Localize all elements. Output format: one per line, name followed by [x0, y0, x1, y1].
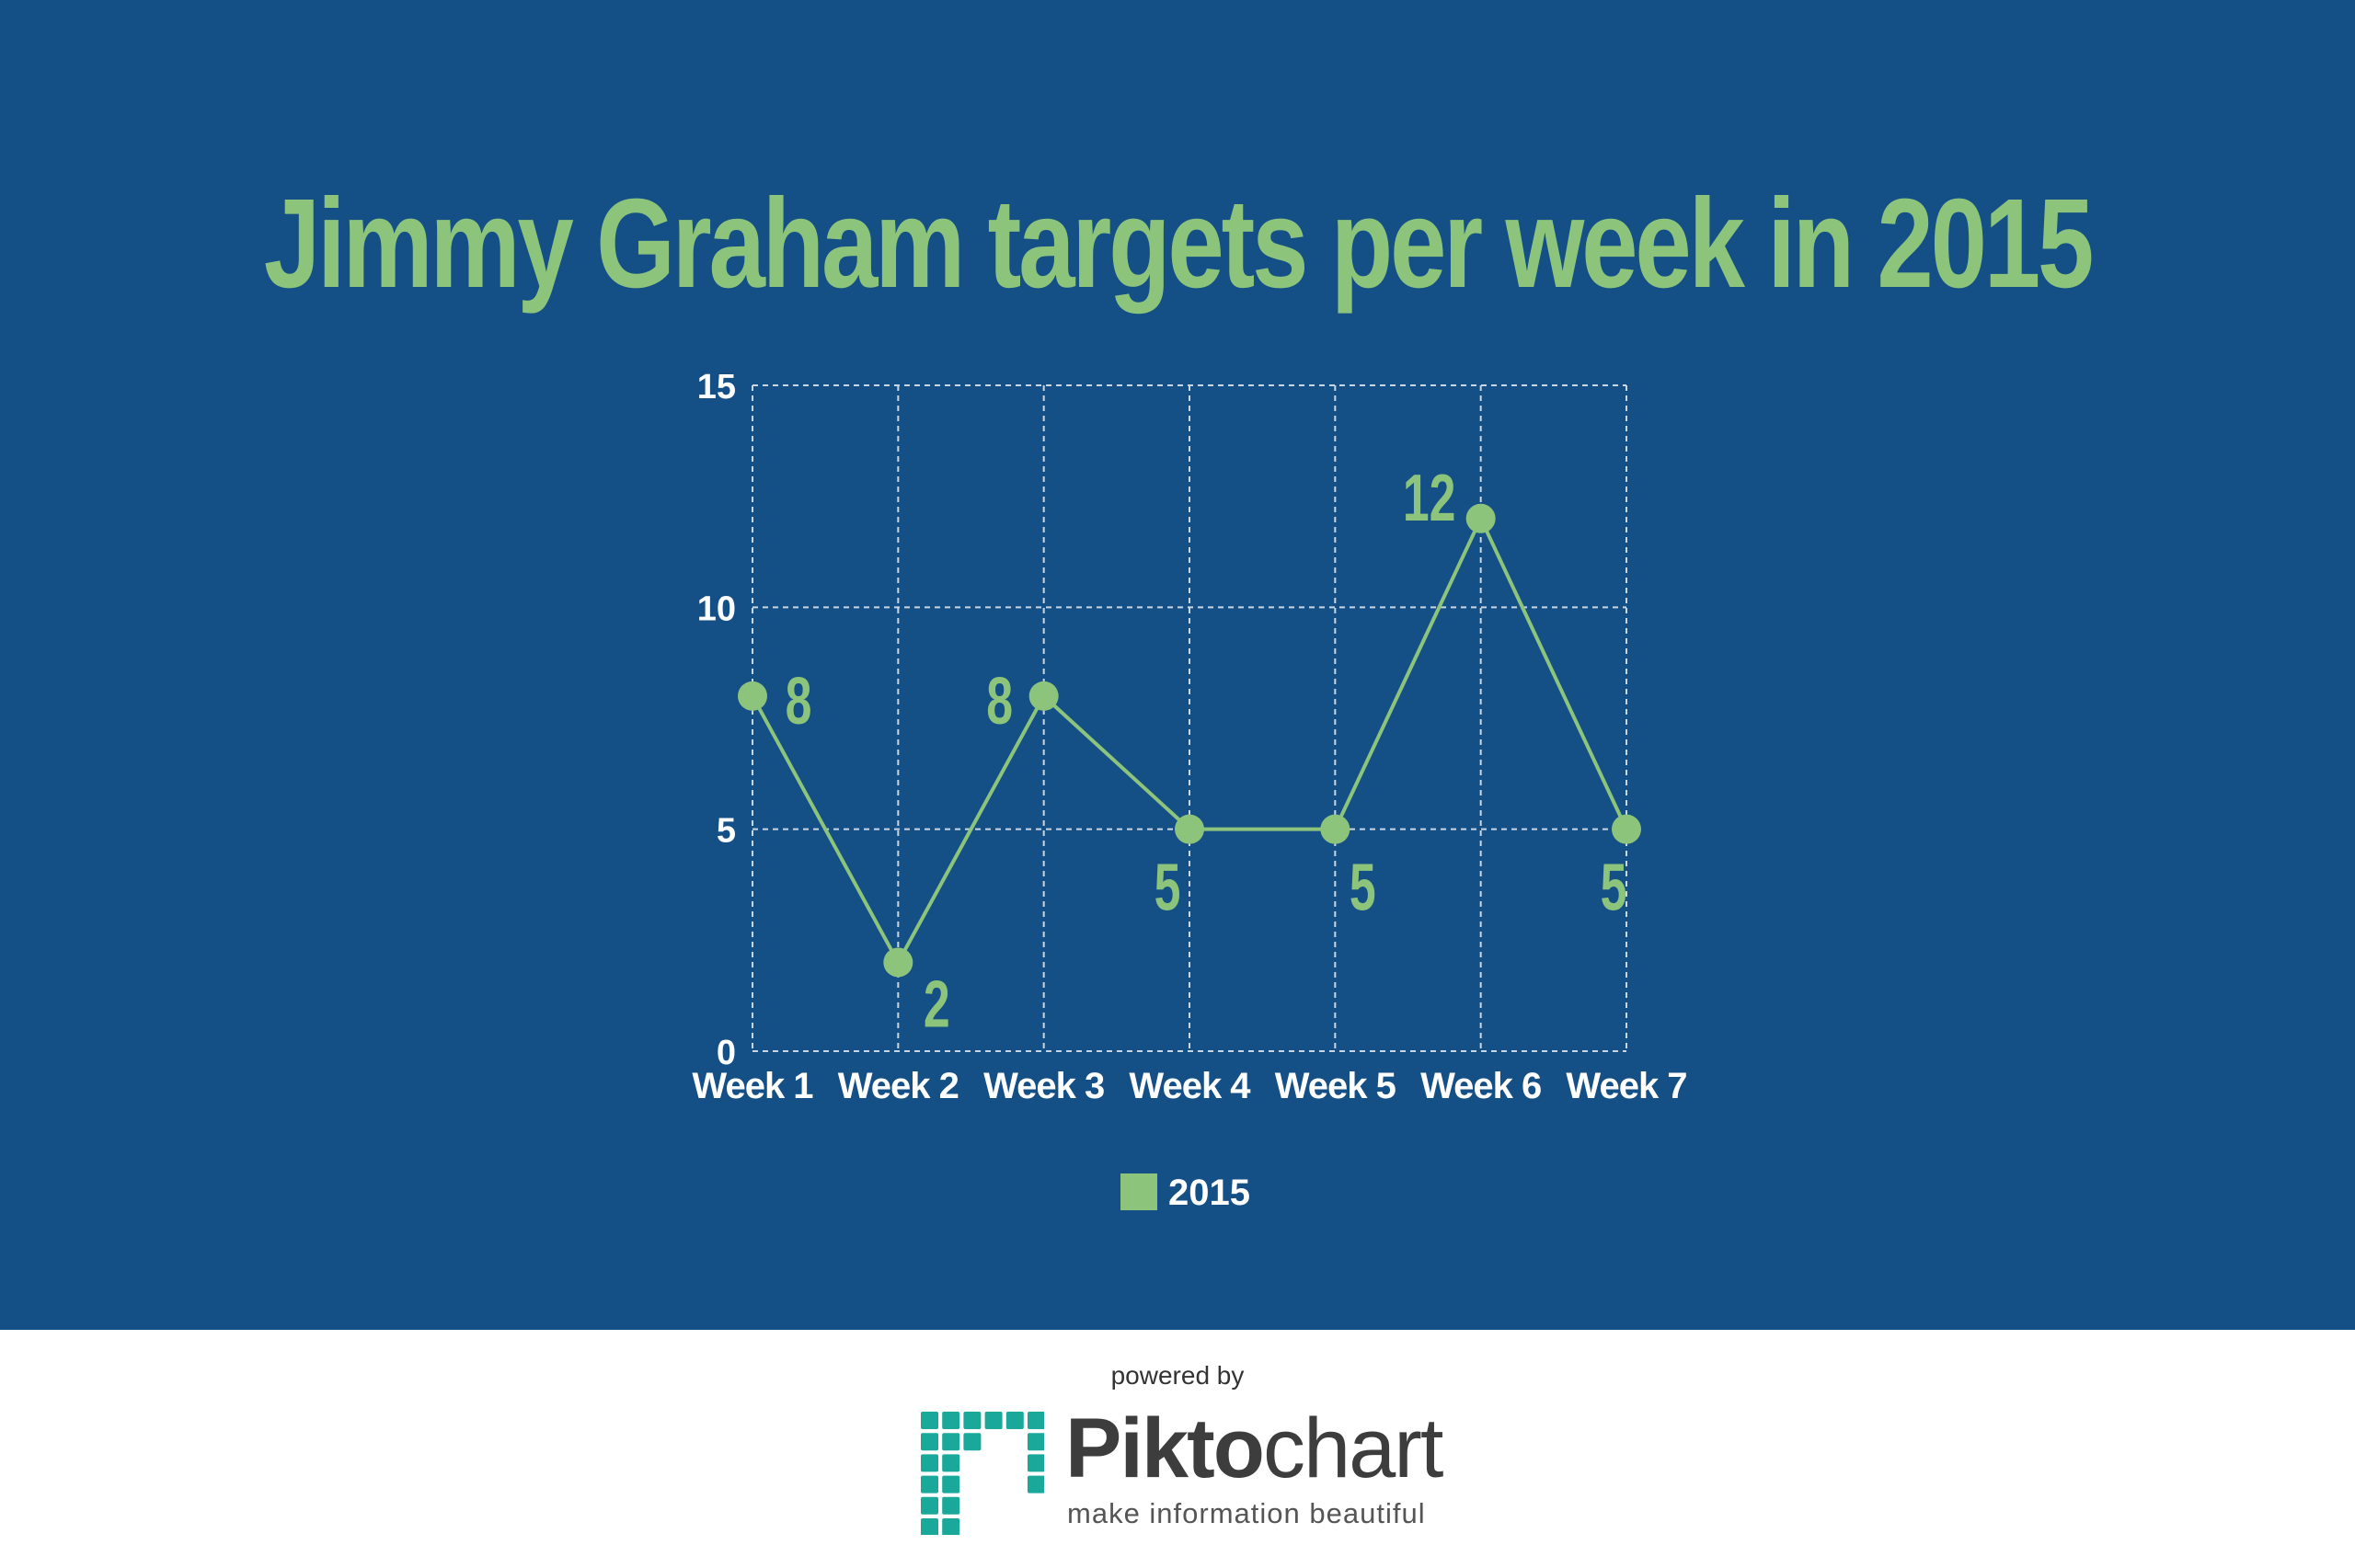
footer [0, 1330, 2355, 1568]
data-point [1465, 503, 1496, 533]
y-tick-label: 15 [697, 368, 736, 406]
y-tick-label: 5 [717, 812, 736, 851]
data-label: 5 [1601, 851, 1627, 924]
piktochart-logo-icon [921, 1412, 1044, 1535]
legend-label: 2015 [1168, 1173, 1250, 1213]
x-tick-label: Week 6 [1420, 1066, 1541, 1106]
y-tick-label: 10 [697, 589, 736, 628]
data-label: 12 [1403, 462, 1456, 535]
data-labels: 8 2 8 5 5 12 5 [786, 462, 1627, 1042]
y-axis-ticks: 0 5 10 15 [697, 368, 736, 1072]
data-point [883, 947, 913, 978]
brand-tagline: make information beautiful [1067, 1497, 1426, 1529]
y-tick-label: 0 [717, 1034, 736, 1072]
x-tick-label: Week 2 [838, 1066, 959, 1106]
data-point [1612, 814, 1641, 844]
x-axis-ticks: Week 1 Week 2 Week 3 Week 4 Week 5 Week 6 Week… [692, 1066, 1687, 1106]
data-point [738, 681, 767, 711]
legend-swatch [1120, 1173, 1157, 1210]
x-tick-label: Week 7 [1566, 1066, 1686, 1106]
grid [752, 384, 1627, 1052]
data-label: 8 [786, 665, 812, 738]
brand-name-light: chart [1262, 1402, 1444, 1495]
x-tick-label: Week 5 [1275, 1066, 1396, 1106]
data-label: 5 [1350, 851, 1376, 924]
data-label: 2 [924, 967, 950, 1041]
powered-by-text: powered by [1110, 1361, 1245, 1390]
x-tick-label: Week 1 [692, 1066, 813, 1106]
chart-title: Jimmy Graham targets per week in 2015 [263, 173, 2095, 315]
data-point [1028, 681, 1059, 711]
data-points [738, 503, 1641, 978]
legend: 2015 [1120, 1173, 1250, 1213]
x-tick-label: Week 4 [1129, 1066, 1251, 1106]
data-point [1175, 814, 1204, 844]
x-tick-label: Week 3 [983, 1066, 1104, 1106]
chart-panel [0, 0, 2355, 1330]
brand-name: Piktochart [1065, 1398, 1444, 1499]
brand-name-bold: Pikto [1065, 1402, 1265, 1495]
data-label: 8 [986, 665, 1013, 738]
data-point [1320, 814, 1350, 844]
data-label: 5 [1155, 851, 1181, 924]
